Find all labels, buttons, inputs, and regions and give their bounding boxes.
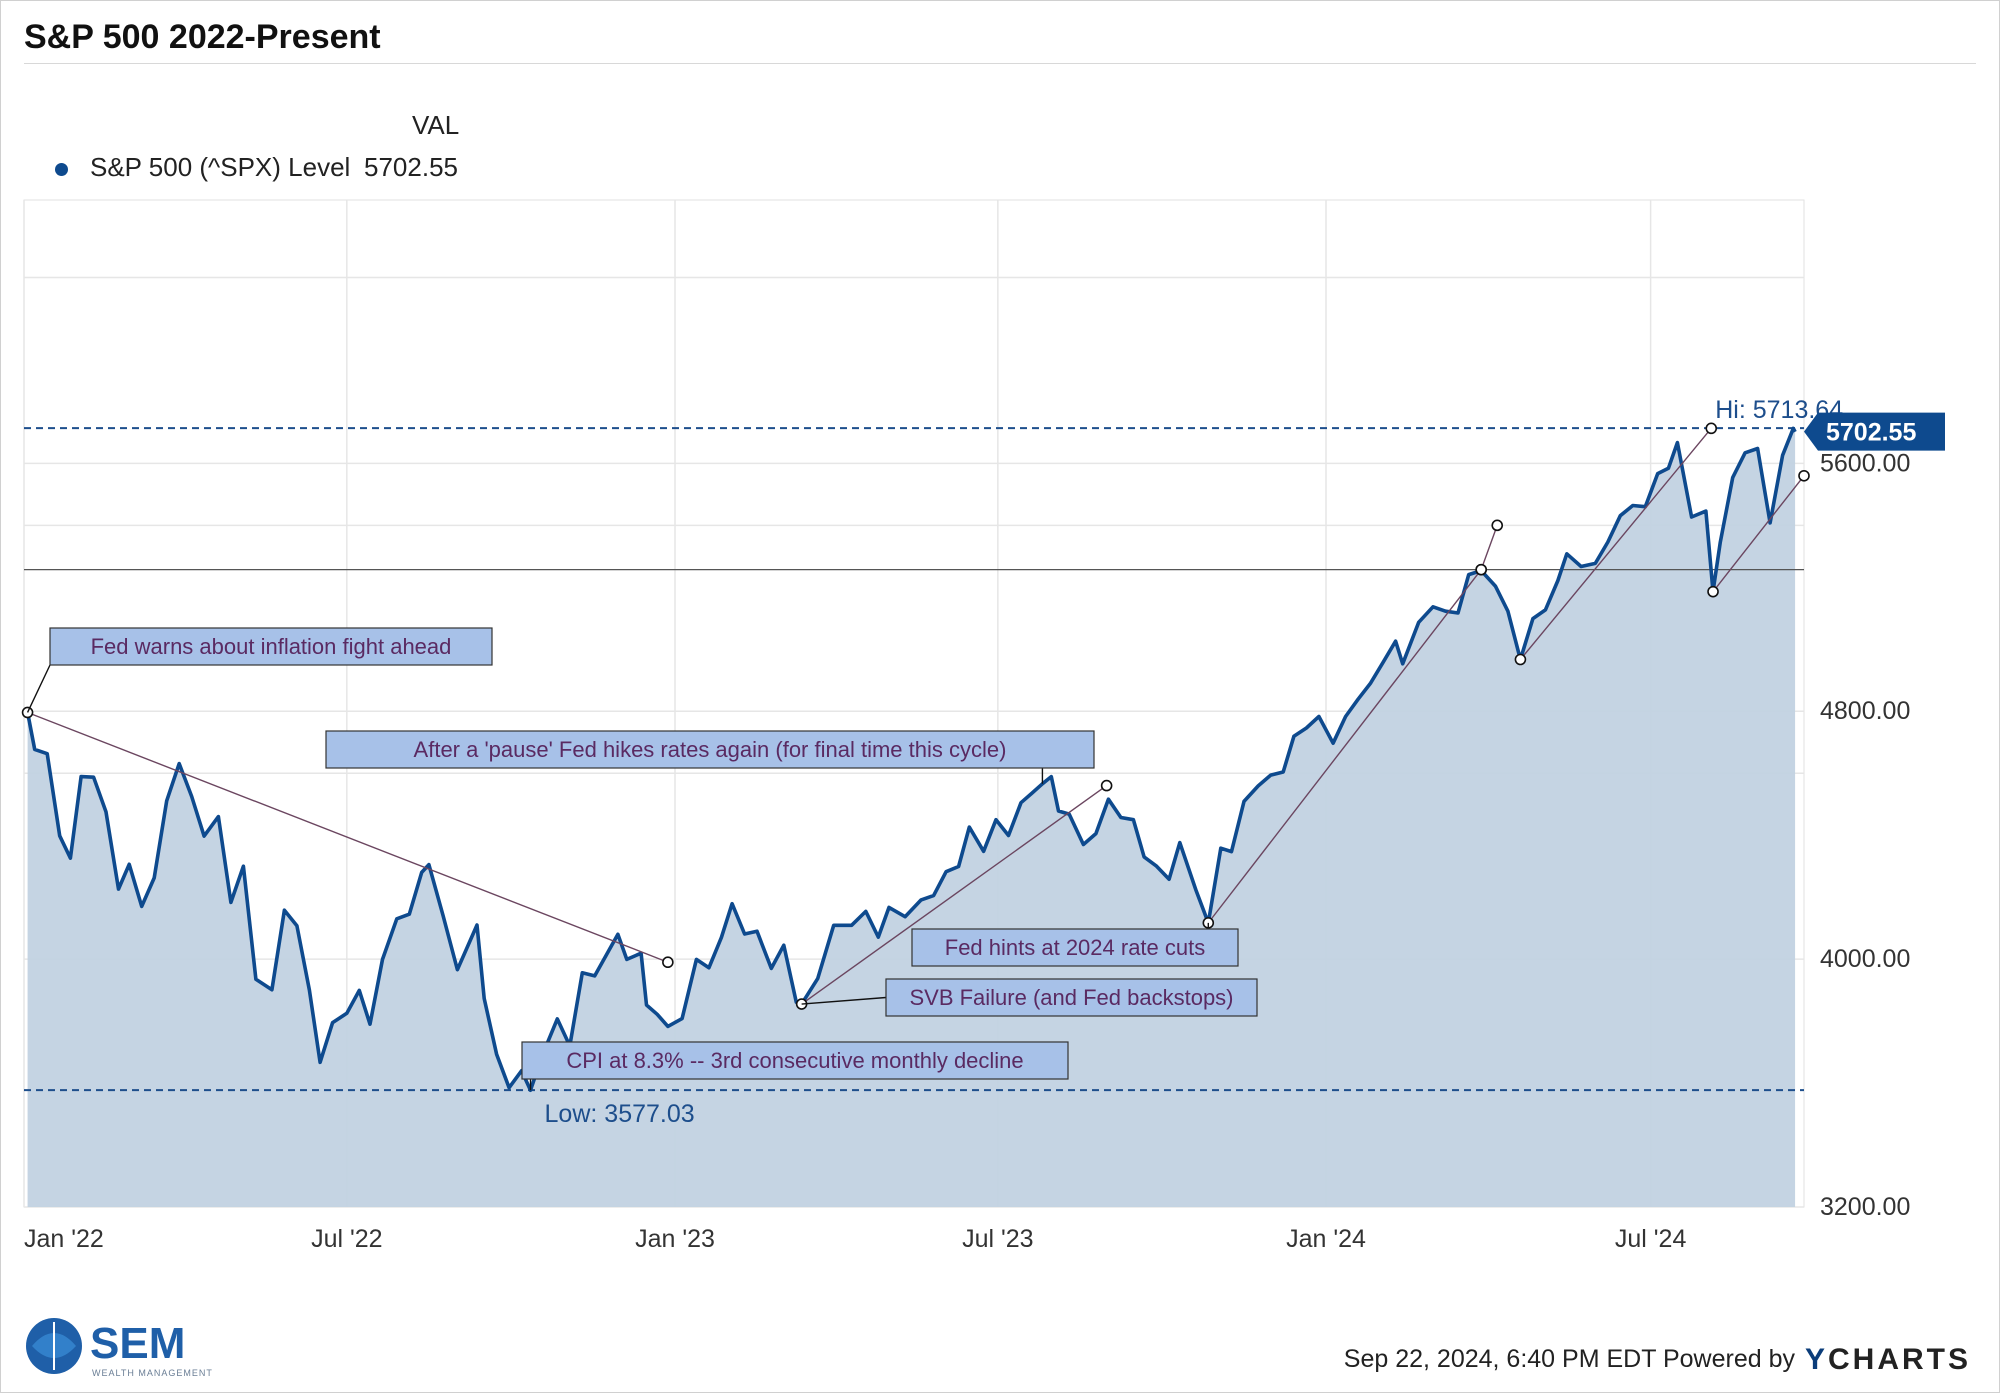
sp500-chart: Jan '22 Jul '22 Jan '23 Jul '23 Jan '24 Jul '… <box>21 199 1945 1253</box>
annotation-callout: SVB Failure (and Fed backstops) <box>801 978 1258 1017</box>
low-label: Low: 3577.03 <box>545 1100 695 1128</box>
sem-logo: SEM WEALTH MANAGEMENT <box>26 1318 213 1378</box>
last-value-label: 5702.55 <box>1826 419 1916 447</box>
x-tick-label: Jan '22 <box>24 1225 104 1253</box>
x-tick-label: Jan '23 <box>635 1225 715 1253</box>
sem-wordmark: SEM <box>90 1319 185 1368</box>
legend-series-dot-icon <box>55 163 68 176</box>
legend-series-name: S&P 500 (^SPX) Level <box>90 152 351 182</box>
annotation-box <box>325 730 1095 769</box>
title-divider <box>24 63 1976 64</box>
y-tick-label: 4800.00 <box>1820 697 1910 725</box>
x-tick-label: Jan '24 <box>1286 1225 1366 1253</box>
x-tick-label: Jul '22 <box>311 1225 382 1253</box>
trend-line <box>1519 427 1712 660</box>
trend-line <box>801 785 1108 1005</box>
trend-line-end-point <box>662 956 674 969</box>
footer-timestamp: Sep 22, 2024, 6:40 PM EDT Powered by <box>1343 1345 1795 1373</box>
trend-line-start-point <box>1475 563 1487 576</box>
ycharts-logo-y: Y <box>1805 1343 1829 1376</box>
trend-line-end-point <box>1705 422 1718 435</box>
trend-line-start-point <box>1707 585 1719 598</box>
legend-column-header: VAL <box>412 110 460 140</box>
annotation-callout: Fed hints at 2024 rate cuts <box>911 922 1239 967</box>
annotation-callout: After a 'pause' Fed hikes rates again (f… <box>325 730 1095 784</box>
annotation-text: SVB Failure (and Fed backstops) <box>909 985 1233 1010</box>
trend-line-end-point <box>1798 469 1810 482</box>
trend-line-end-point <box>1100 779 1113 792</box>
trend-line <box>27 711 669 963</box>
y-tick-label: 4000.00 <box>1820 945 1910 973</box>
last-value-badge: 5702.55 <box>1804 412 1945 451</box>
trend-line <box>1480 525 1498 570</box>
annotation-leader <box>26 664 51 713</box>
ycharts-logo[interactable]: YCHARTS <box>1805 1343 1971 1377</box>
annotation-text: CPI at 8.3% -- 3rd consecutive monthly d… <box>566 1048 1023 1073</box>
sem-tagline: WEALTH MANAGEMENT <box>92 1368 213 1378</box>
annotation-box <box>49 627 493 666</box>
annotation-box <box>885 978 1258 1017</box>
legend-series-value: 5702.55 <box>364 152 458 182</box>
annotation-callout: CPI at 8.3% -- 3rd consecutive monthly d… <box>521 1041 1069 1091</box>
x-tick-label: Jul '23 <box>962 1225 1033 1253</box>
annotation-leader <box>801 996 887 1005</box>
y-tick-label: 3200.00 <box>1820 1193 1910 1221</box>
trend-line <box>1207 569 1482 924</box>
trend-line-start-point <box>1514 653 1527 666</box>
trend-line <box>1712 475 1805 593</box>
annotation-text: Fed hints at 2024 rate cuts <box>945 935 1206 960</box>
series-area <box>27 428 1796 1207</box>
annotation-box <box>521 1041 1069 1080</box>
page-title: S&P 500 2022-Present <box>24 18 381 56</box>
annotation-text: Fed warns about inflation fight ahead <box>91 634 452 659</box>
last-value-badge-shape <box>1804 412 1945 451</box>
annotation-callout: Fed warns about inflation fight ahead <box>26 627 493 713</box>
annotation-box <box>911 928 1239 967</box>
annotation-text: After a 'pause' Fed hikes rates again (f… <box>414 737 1007 762</box>
y-tick-label: 5600.00 <box>1820 449 1910 477</box>
x-tick-label: Jul '24 <box>1615 1225 1687 1253</box>
trend-line-end-point <box>1491 519 1504 532</box>
ycharts-logo-text: CHARTS <box>1828 1343 1972 1376</box>
